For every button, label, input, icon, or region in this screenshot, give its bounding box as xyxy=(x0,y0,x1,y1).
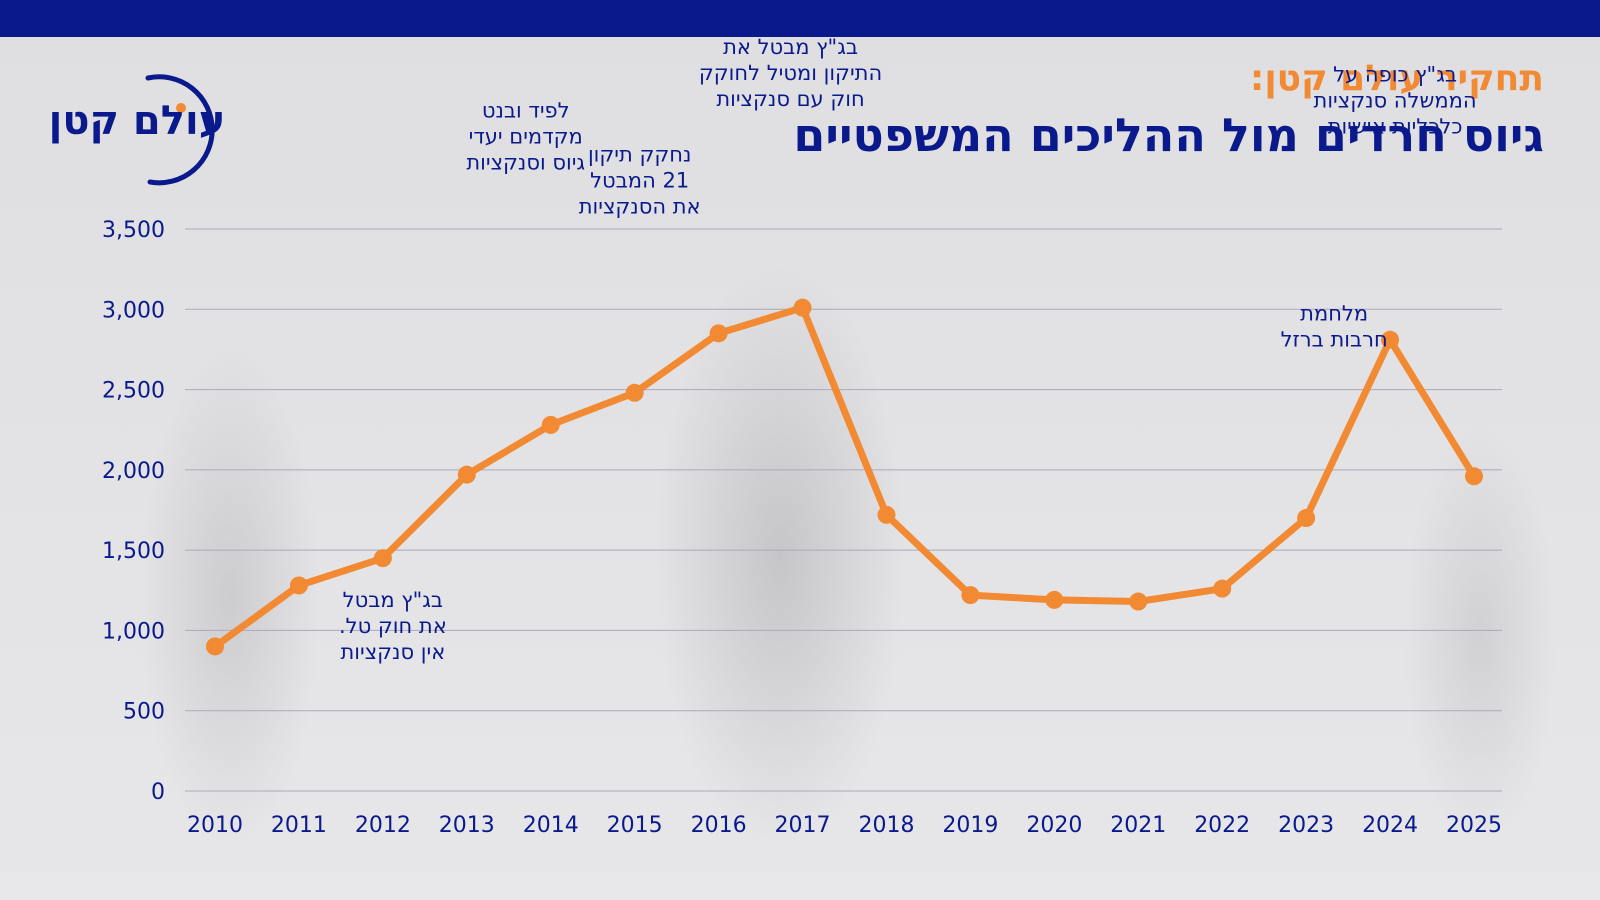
annotation-line: את חוק טל. xyxy=(339,614,447,638)
annotation-line: התיקון ומטיל לחוקק xyxy=(699,61,882,85)
x-tick-label: 2024 xyxy=(1362,813,1418,838)
annotation-line: 21 המבטל xyxy=(590,169,689,193)
annotation-line: בג"ץ מבטל xyxy=(343,588,443,612)
annotation-line: חוק עם סנקציות xyxy=(716,87,864,111)
x-tick-label: 2021 xyxy=(1110,813,1166,838)
logo: עולם קטן xyxy=(38,70,258,190)
data-point xyxy=(373,549,392,568)
y-tick-label: 3,000 xyxy=(102,298,165,323)
data-point xyxy=(541,415,560,434)
data-point xyxy=(793,298,812,317)
y-tick-label: 0 xyxy=(151,780,165,805)
annotation-line: אין סנקציות xyxy=(340,640,445,664)
x-tick-label: 2023 xyxy=(1278,813,1334,838)
x-tick-label: 2019 xyxy=(942,813,998,838)
data-point xyxy=(457,465,476,484)
x-tick-label: 2015 xyxy=(607,813,663,838)
annotation-line: הממשלה סנקציות xyxy=(1314,88,1477,112)
y-tick-label: 2,500 xyxy=(102,379,165,404)
y-tick-label: 500 xyxy=(123,700,165,725)
data-point xyxy=(877,505,896,524)
y-tick-label: 1,500 xyxy=(102,539,165,564)
y-tick-label: 3,500 xyxy=(102,218,165,243)
annotation-line: מלחמת xyxy=(1300,302,1368,326)
x-tick-label: 2013 xyxy=(439,813,495,838)
x-tick-label: 2020 xyxy=(1026,813,1082,838)
annotation: בג"ץ מבטל את התיקון ומטיל לחוקק חוק עם סנק… xyxy=(699,35,882,111)
data-point xyxy=(1045,590,1064,609)
x-tick-label: 2010 xyxy=(187,813,243,838)
annotation: לפיד ובנט מקדמים יעדי גיוס וסנקציות xyxy=(466,98,585,174)
annotation-line: לפיד ובנט xyxy=(482,98,570,122)
annotation: נחקק תיקון 21 המבטל את הסנקציות xyxy=(579,143,701,219)
y-tick-label: 2,000 xyxy=(102,459,165,484)
logo-text: עולם קטן xyxy=(48,98,226,144)
data-point xyxy=(289,576,308,595)
series-line xyxy=(211,304,1478,650)
logo-arc xyxy=(145,74,215,186)
annotation-line: בג"ץ כופה על xyxy=(1333,62,1457,86)
annotation: בג"ץ כופה על הממשלה סנקציות כלכליות אישיות xyxy=(1314,62,1477,138)
x-tick-label: 2016 xyxy=(691,813,747,838)
annotation-line: נחקק תיקון xyxy=(588,143,691,167)
annotation-line: חרבות ברזל xyxy=(1281,328,1388,352)
x-tick-label: 2017 xyxy=(775,813,831,838)
data-point xyxy=(1381,330,1400,349)
x-tick-label: 2011 xyxy=(271,813,327,838)
x-tick-label: 2018 xyxy=(858,813,914,838)
data-point xyxy=(709,324,728,343)
x-tick-label: 2012 xyxy=(355,813,411,838)
data-point xyxy=(625,383,644,402)
annotation-line: את הסנקציות xyxy=(579,195,701,219)
data-point xyxy=(1213,579,1232,598)
page-title: גיוס חרדים מול ההליכים המשפטיים xyxy=(793,108,1544,162)
data-point xyxy=(1465,467,1483,486)
annotation-line: בג"ץ מבטל את xyxy=(723,35,858,59)
annotation: בג"ץ מבטל את חוק טל. אין סנקציות xyxy=(339,588,447,664)
data-point xyxy=(1129,592,1148,611)
annotation: מלחמת חרבות ברזל xyxy=(1281,302,1388,352)
page-subtitle: תחקיר עולם קטן: xyxy=(1249,58,1544,99)
background-photo xyxy=(0,37,1600,900)
x-tick-label: 2022 xyxy=(1194,813,1250,838)
y-tick-label: 1,000 xyxy=(102,619,165,644)
data-point xyxy=(961,586,980,605)
annotation-line: גיוס וסנקציות xyxy=(466,150,585,174)
annotation-line: מקדמים יעדי xyxy=(469,124,583,148)
x-tick-label: 2014 xyxy=(523,813,579,838)
data-point xyxy=(1297,509,1316,528)
annotation-line: כלכליות אישיות xyxy=(1328,114,1463,138)
data-point xyxy=(206,637,224,656)
logo-dot xyxy=(176,103,186,113)
x-tick-label: 2025 xyxy=(1446,813,1502,838)
top-bar xyxy=(0,0,1600,37)
